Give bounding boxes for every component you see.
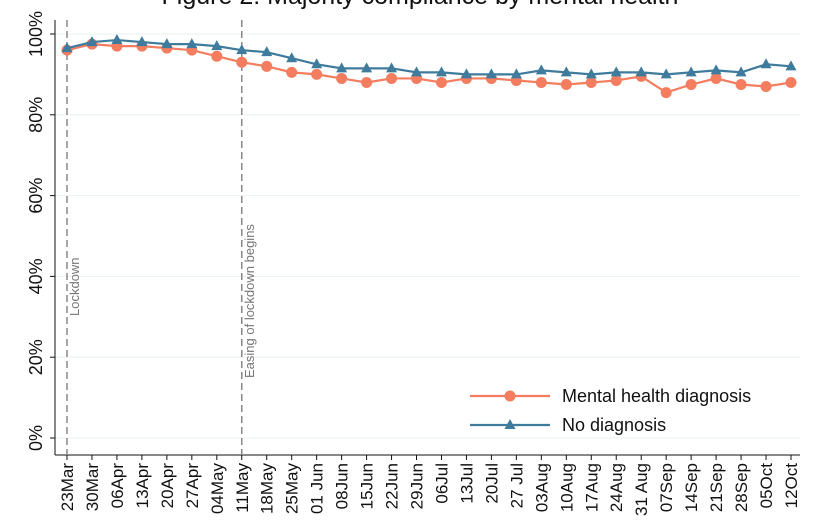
point	[510, 68, 522, 79]
point	[435, 76, 447, 88]
legend-label: Mental health diagnosis	[562, 386, 751, 406]
point	[211, 40, 223, 51]
x-tick-label: 04May	[208, 463, 227, 515]
series-line	[66, 38, 792, 76]
x-tick-label: 23Mar	[58, 463, 77, 512]
point	[660, 87, 672, 99]
point	[361, 76, 373, 88]
x-tick-label: 01 Jun	[308, 463, 327, 514]
point	[236, 56, 248, 68]
point	[411, 66, 423, 77]
point	[111, 34, 123, 45]
x-tick-label: 08Jun	[333, 463, 352, 509]
x-tick-label: 28Sep	[732, 463, 751, 512]
point	[785, 76, 797, 88]
x-tick-label: 14Sep	[682, 463, 701, 512]
y-tick-label: 0%	[26, 425, 46, 451]
annotation-text: Lockdown	[67, 257, 82, 316]
point	[760, 58, 772, 69]
point	[386, 62, 398, 73]
x-tick-label: 17Aug	[582, 463, 601, 512]
point	[485, 68, 497, 79]
x-tick-label: 25May	[283, 463, 302, 515]
x-tick-label: 20Apr	[158, 463, 177, 509]
point	[460, 68, 472, 79]
x-tick-label: 22Jun	[383, 463, 402, 509]
point	[585, 68, 597, 79]
x-tick-label: 18May	[258, 463, 277, 515]
point	[560, 79, 572, 90]
x-tick-label: 03Aug	[532, 463, 551, 512]
point	[261, 60, 273, 72]
y-tick-label: 80%	[26, 97, 46, 133]
point	[560, 66, 572, 77]
point	[86, 36, 98, 47]
x-tick-label: 13Jul	[457, 463, 476, 504]
point	[535, 76, 547, 88]
y-tick-label: 60%	[26, 178, 46, 214]
point	[535, 64, 547, 75]
series	[61, 34, 797, 79]
point	[710, 64, 722, 75]
x-tick-label: 27 Jul	[507, 463, 526, 508]
x-tick-label: 12Oct	[782, 463, 801, 509]
point	[386, 72, 398, 84]
x-tick-label: 11May	[233, 463, 252, 513]
x-tick-label: 13Apr	[133, 463, 152, 509]
x-tick-label: 30Mar	[83, 463, 102, 512]
point	[635, 66, 647, 77]
point	[660, 68, 672, 79]
x-tick-label: 24Aug	[607, 463, 626, 512]
x-tick-label: 06Jul	[432, 463, 451, 504]
point	[186, 38, 198, 49]
point	[785, 60, 797, 71]
point	[760, 81, 772, 93]
point	[261, 46, 273, 57]
point	[336, 62, 348, 73]
point	[286, 66, 298, 78]
point	[685, 66, 697, 77]
x-tick-label: 29Jun	[408, 463, 427, 509]
x-tick-label: 07Sep	[657, 463, 676, 512]
point	[286, 52, 298, 63]
point	[336, 72, 348, 84]
point	[361, 62, 373, 73]
point	[710, 72, 722, 84]
point	[435, 66, 447, 77]
legend-marker	[504, 419, 516, 429]
x-tick-label: 31 Aug	[632, 463, 651, 516]
series-line	[66, 42, 792, 94]
x-tick-label: 10Aug	[557, 463, 576, 512]
point	[211, 50, 223, 62]
point	[136, 36, 148, 47]
x-tick-label: 21Sep	[707, 463, 726, 512]
point	[610, 74, 622, 86]
point	[685, 79, 697, 90]
y-tick-label: 100%	[26, 11, 46, 57]
x-tick-label: 06Apr	[108, 463, 127, 509]
x-tick-label: 20Jul	[482, 463, 501, 504]
point	[236, 44, 248, 55]
point	[311, 58, 323, 69]
x-tick-label: 15Jun	[358, 463, 377, 509]
y-tick-label: 20%	[26, 339, 46, 375]
annotation-text: Easing of lockdown begins	[242, 224, 257, 378]
legend-marker	[504, 390, 516, 402]
point	[735, 66, 747, 77]
chart-title: Figure 2: Majority compliance by mental …	[162, 0, 679, 10]
point	[585, 76, 597, 88]
point	[61, 42, 73, 53]
x-tick-label: 27Apr	[183, 463, 202, 509]
point	[161, 38, 173, 49]
x-tick-label: 05Oct	[757, 463, 776, 509]
point	[735, 79, 747, 90]
legend-label: No diagnosis	[562, 415, 666, 435]
point	[311, 68, 323, 80]
y-tick-label: 40%	[26, 258, 46, 294]
point	[610, 66, 622, 77]
